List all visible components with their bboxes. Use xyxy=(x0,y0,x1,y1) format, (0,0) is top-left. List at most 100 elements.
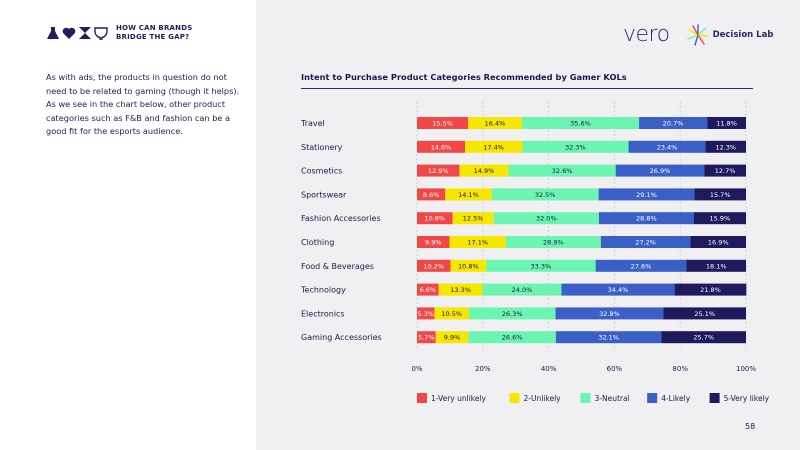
bar-segment xyxy=(561,283,675,296)
legend-swatch xyxy=(509,393,520,403)
data-label: 12.7% xyxy=(715,167,736,175)
data-label: 34.4% xyxy=(608,286,629,294)
category-label: Travel xyxy=(300,119,325,128)
legend-label: 5-Very likely xyxy=(724,394,770,403)
data-label: 16.4% xyxy=(485,120,506,128)
bar-segment xyxy=(465,140,523,153)
data-label: 6.6% xyxy=(420,286,437,294)
data-label: 32.6% xyxy=(552,167,573,175)
bar-segment xyxy=(467,117,522,129)
bar-segment xyxy=(595,259,687,272)
x-tick-label: 100% xyxy=(736,365,756,373)
bar-segment xyxy=(482,283,562,296)
bar-segment xyxy=(438,283,483,296)
data-label: 17.1% xyxy=(467,239,488,247)
legend-label: 1-Very unlikely xyxy=(431,394,487,403)
category-label: Gaming Accessories xyxy=(301,333,382,342)
data-label: 32.5% xyxy=(535,191,556,199)
data-label: 25.7% xyxy=(693,334,714,342)
bar-segment xyxy=(450,259,487,272)
tagline-line-1: HOW CAN BRANDS xyxy=(116,24,193,32)
data-label: 26.6% xyxy=(502,334,523,342)
data-label: 33.3% xyxy=(531,262,552,270)
cup-icon xyxy=(94,27,108,40)
data-label: 11.8% xyxy=(716,120,737,128)
bar-segment xyxy=(704,164,746,177)
vero-logo: vero xyxy=(623,22,670,47)
data-label: 9.9% xyxy=(444,334,461,342)
category-label: Electronics xyxy=(301,309,345,318)
brand-icons xyxy=(46,26,108,40)
data-label: 35.6% xyxy=(570,120,591,128)
flask-icon xyxy=(47,27,59,39)
bar-segment xyxy=(435,331,469,344)
x-tick-label: 0% xyxy=(411,365,422,373)
bar-segment xyxy=(686,259,746,272)
data-label: 27.6% xyxy=(631,262,652,270)
tagline: HOW CAN BRANDS BRIDGE THE GAP? xyxy=(116,24,192,42)
bar-segment xyxy=(508,164,616,177)
category-label: Technology xyxy=(300,286,346,295)
data-label: 18.1% xyxy=(706,262,727,270)
x-tick-label: 60% xyxy=(607,365,623,373)
legend-label: 2-Unlikely xyxy=(524,394,562,403)
bar-segment xyxy=(417,259,451,272)
data-label: 5.7% xyxy=(418,334,435,342)
data-label: 13.3% xyxy=(450,286,471,294)
bar-segment xyxy=(690,236,746,248)
data-label: 14.1% xyxy=(458,191,479,199)
data-label: 32.0% xyxy=(536,215,557,223)
data-label: 32.3% xyxy=(565,143,586,151)
bar-segment xyxy=(491,188,599,201)
bar-segment xyxy=(493,212,599,225)
bar-segment xyxy=(628,140,706,153)
x-tick-label: 80% xyxy=(672,365,688,373)
legend-label: 4-Likely xyxy=(661,394,691,403)
title-divider xyxy=(301,88,753,89)
data-label: 32.8% xyxy=(599,310,620,318)
bar-segment xyxy=(598,188,695,201)
data-label: 15.7% xyxy=(710,191,731,199)
data-label: 10.8% xyxy=(424,215,445,223)
bar-segment xyxy=(459,164,509,177)
category-label: Clothing xyxy=(301,238,334,247)
decision-lab-label: Decision Lab xyxy=(712,30,774,40)
data-label: 10.8% xyxy=(458,262,479,270)
data-label: 12.9% xyxy=(428,167,449,175)
bar-segment xyxy=(639,117,708,129)
decision-lab-burst-icon xyxy=(686,24,709,46)
data-label: 21.8% xyxy=(700,286,721,294)
data-label: 5.3% xyxy=(417,310,434,318)
data-label: 28.9% xyxy=(543,239,564,247)
data-label: 16.9% xyxy=(708,239,729,247)
legend-swatch xyxy=(647,393,658,403)
header-logo: HOW CAN BRANDS BRIDGE THE GAP? xyxy=(46,24,192,42)
decision-lab-logo: Decision Lab xyxy=(686,23,774,47)
hourglass-icon xyxy=(79,27,91,39)
bar-segment xyxy=(434,307,469,320)
data-label: 27.2% xyxy=(635,239,656,247)
data-label: 20.7% xyxy=(663,120,684,128)
category-label: Food & Beverages xyxy=(301,262,374,271)
bar-segment xyxy=(417,307,435,320)
bar-segment xyxy=(468,307,556,320)
bar-segment xyxy=(663,307,746,320)
bar-segment xyxy=(661,331,746,344)
data-label: 10.2% xyxy=(423,262,444,270)
bar-segment xyxy=(600,236,691,248)
bar-segment xyxy=(694,188,746,201)
category-label: Fashion Accessories xyxy=(301,214,381,223)
legend-swatch xyxy=(580,393,591,403)
data-label: 26.3% xyxy=(502,310,523,318)
bar-segment xyxy=(449,236,506,248)
data-label: 17.4% xyxy=(483,143,504,151)
data-label: 12.3% xyxy=(715,143,736,151)
data-label: 15.9% xyxy=(710,215,731,223)
bar-segment xyxy=(417,236,450,248)
data-label: 14.9% xyxy=(474,167,495,175)
bar-segment xyxy=(674,283,747,296)
bar-segment xyxy=(468,331,556,344)
legend-swatch xyxy=(417,393,427,403)
data-label: 29.1% xyxy=(636,191,657,199)
